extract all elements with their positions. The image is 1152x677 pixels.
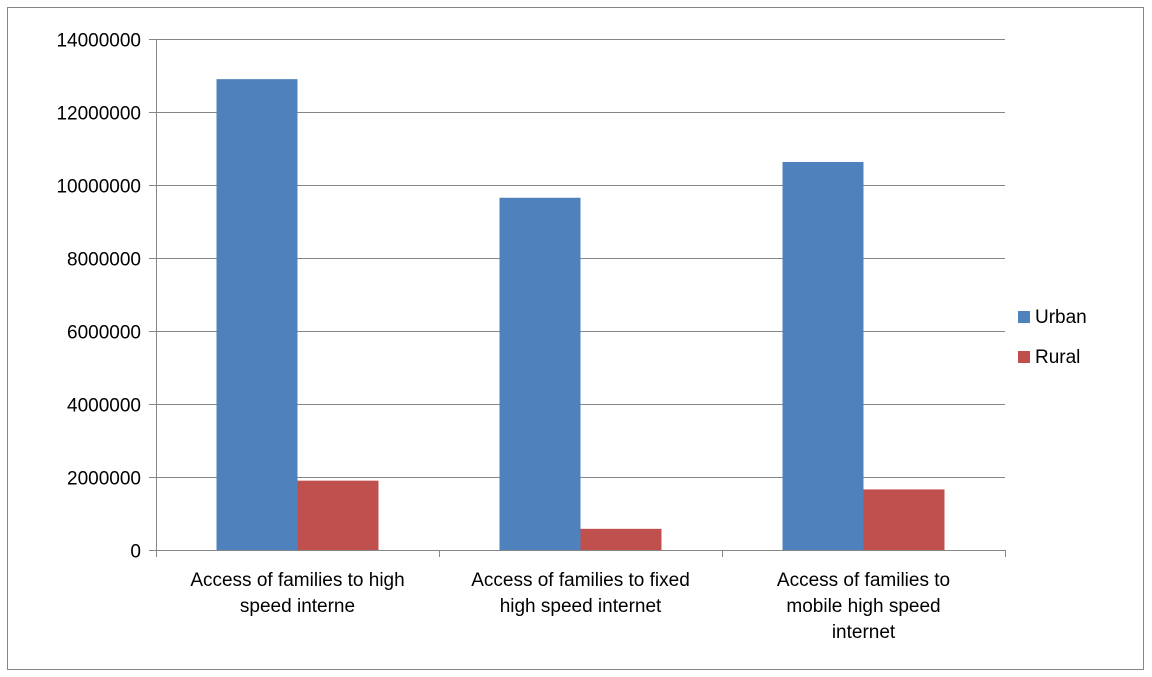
legend: Urban Rural bbox=[1018, 307, 1087, 368]
y-tick-label: 6000000 bbox=[67, 323, 141, 344]
bar-urban bbox=[782, 162, 864, 550]
x-category-labels: Access of families to high speed interneA… bbox=[190, 570, 950, 643]
x-category-label-line: high speed internet bbox=[500, 596, 662, 617]
y-tick-label: 8000000 bbox=[67, 250, 141, 271]
legend-label-urban: Urban bbox=[1035, 307, 1087, 328]
x-category-label: Access of families to high speed interne bbox=[190, 570, 404, 617]
x-category-label-line: Access of families to high bbox=[190, 570, 404, 591]
bar-chart: 0 2000000 4000000 6000000 8000000 10000000 120… bbox=[56, 31, 1087, 644]
y-tick-label: 12000000 bbox=[56, 104, 141, 125]
x-category-label-line: mobile high speed bbox=[786, 596, 940, 617]
bar-rural bbox=[297, 480, 379, 550]
y-tick-label: 14000000 bbox=[56, 31, 141, 52]
y-tick-labels: 0 2000000 4000000 6000000 8000000 10000000 120… bbox=[56, 31, 141, 563]
x-category-label-line: speed interne bbox=[240, 596, 355, 617]
y-tick-label: 4000000 bbox=[67, 396, 141, 417]
x-category-label: Access of families to fixed high speed in… bbox=[471, 570, 690, 617]
axes bbox=[149, 39, 1006, 557]
bars bbox=[216, 79, 945, 551]
bar-urban bbox=[499, 197, 581, 550]
legend-swatch-urban bbox=[1018, 311, 1030, 323]
chart-frame: 0 2000000 4000000 6000000 8000000 10000000 120… bbox=[7, 7, 1144, 670]
bar-rural bbox=[863, 489, 945, 550]
x-category-label-line: Access of families to bbox=[777, 570, 950, 591]
x-category-label-line: internet bbox=[832, 622, 896, 643]
x-category-label: Access of families to mobile high speed in… bbox=[777, 570, 950, 643]
legend-swatch-rural bbox=[1018, 351, 1030, 363]
y-tick-label: 10000000 bbox=[56, 177, 141, 198]
bar-urban bbox=[216, 79, 298, 551]
bar-rural bbox=[580, 528, 662, 550]
x-category-label-line: Access of families to fixed bbox=[471, 570, 690, 591]
y-tick-label: 0 bbox=[130, 542, 141, 563]
legend-label-rural: Rural bbox=[1035, 347, 1080, 368]
y-tick-label: 2000000 bbox=[67, 469, 141, 490]
